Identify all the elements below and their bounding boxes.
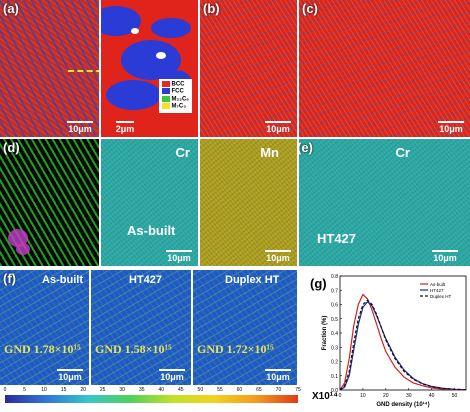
panel-f-label: (f) xyxy=(3,271,16,286)
panel-g-label: (g) xyxy=(310,276,327,291)
colorbar-tick-label: 0 xyxy=(3,387,7,393)
inset-scale-bar: 2μm xyxy=(113,121,137,134)
colorbar-tick-label: 45 xyxy=(178,387,184,393)
colorbar-ticks: 0 5 10 15 20 25 30 35 40 45 50 55 60 65 70 75 xyxy=(0,387,301,395)
legend-swatch-m7c3 xyxy=(161,103,170,110)
panel-d-label: (d) xyxy=(3,140,20,155)
f3-title: Duplex HT xyxy=(225,274,280,286)
f2-title: HT427 xyxy=(129,274,163,286)
colorbar-tick-label: 35 xyxy=(138,387,145,393)
y-tick-label: 0.5 xyxy=(331,317,338,323)
series-line-duplex-ht xyxy=(339,299,467,391)
colorbar-tick-label: 10 xyxy=(41,387,47,393)
colorbar-tick-label: 5 xyxy=(23,387,26,393)
panel-a-phase-map: (a) 10μm xyxy=(0,0,99,137)
panel-d-mn-map: Mn 10μm xyxy=(200,139,297,266)
colorbar-tick-label: 20 xyxy=(80,387,86,393)
panel-d-cr-scale-bar: 10μm xyxy=(164,250,194,263)
y-tick-label: 0.8 xyxy=(331,274,338,280)
f3-scale-bar: 10μm xyxy=(263,369,293,382)
panel-c-scale-bar: 10μm xyxy=(436,121,466,134)
y-tick-label: 0.1 xyxy=(331,374,338,380)
f2-scale-bar: 10μm xyxy=(157,369,187,382)
panel-e-label: (e) xyxy=(299,140,313,155)
legend-entry: As-built xyxy=(430,282,446,287)
colorbar-tick-label: 50 xyxy=(197,387,204,393)
x-tick-label: 40 xyxy=(429,393,435,399)
y-tick-label: 0.4 xyxy=(331,331,338,337)
legend-swatch-bcc xyxy=(161,80,170,87)
panel-b-scale-bar: 10μm xyxy=(263,121,293,134)
colorbar-unit: X10¹⁴ xyxy=(312,391,339,402)
x-tick-label: 30 xyxy=(406,393,412,399)
y-tick-label: 0.0 xyxy=(331,388,338,394)
panel-f3-gnd-map: Duplex HT GND 1.72×10¹⁵ 10μm xyxy=(193,270,297,385)
legend-swatch-m23c6 xyxy=(161,95,170,102)
colorbar-tick-label: 55 xyxy=(217,387,223,393)
panel-b-label: (b) xyxy=(203,1,220,16)
panel-d-phase-map: (d) xyxy=(0,139,99,266)
y-axis-label: Fraction (%) xyxy=(322,316,328,351)
panel-d-cr-map: Cr As-built 10μm xyxy=(101,139,198,266)
panel-a-label: (a) xyxy=(3,1,19,16)
f1-scale-bar: 10μm xyxy=(55,369,85,382)
e-cr-element-label: Cr xyxy=(395,145,410,160)
legend-entry: HT427 xyxy=(430,288,444,293)
panel-f2-gnd-map: HT427 GND 1.58×10¹⁵ 10μm xyxy=(91,270,191,385)
x-tick-label: 50 xyxy=(452,393,458,399)
x-axis-label: GND density (10¹⁴) xyxy=(376,401,429,408)
colorbar-tick-label: 15 xyxy=(60,387,67,393)
y-tick-label: 0.3 xyxy=(331,345,338,351)
panel-c-label: (c) xyxy=(302,1,318,16)
mn-element-label: Mn xyxy=(260,145,279,160)
panel-e-scale-bar: 10μm xyxy=(430,250,460,263)
colorbar-tick-label: 25 xyxy=(99,387,106,393)
y-tick-label: 0.2 xyxy=(331,360,338,366)
x-tick-label: 20 xyxy=(383,393,389,399)
y-tick-label: 0.7 xyxy=(331,288,338,294)
as-built-caption: As-built xyxy=(127,223,176,238)
f3-gnd-value: GND 1.72×10¹⁵ xyxy=(197,342,274,356)
colorbar-tick-label: 60 xyxy=(236,387,243,393)
x-tick-label: 10 xyxy=(360,393,366,399)
panel-e-cr-map: (e) Cr HT427 10μm xyxy=(299,139,470,266)
phase-legend: BCC FCC M₂₃C₆ M₇C₃ xyxy=(158,78,192,113)
ht427-caption: HT427 xyxy=(317,231,357,246)
colorbar-tick-label: 75 xyxy=(295,387,301,393)
panel-d-mn-scale-bar: 10μm xyxy=(263,250,293,263)
f1-title: As-built xyxy=(42,274,83,286)
panel-b-phase-map: (b) 10μm xyxy=(200,0,297,137)
colorbar-tick-label: 65 xyxy=(256,387,262,393)
colorbar-tick-label: 30 xyxy=(119,387,125,393)
series-line-as-built xyxy=(339,293,467,391)
panel-a-inset-map: BCC FCC M₂₃C₆ M₇C₃ 2μm xyxy=(101,0,198,137)
inset-indicator-arrow xyxy=(68,70,99,72)
colorbar-tick-label: 40 xyxy=(158,387,165,393)
panel-a-scale-bar: 10μm xyxy=(65,121,95,134)
x-tick-label: 0 xyxy=(339,393,342,399)
legend-entry: Duplex HT xyxy=(430,294,452,299)
panel-c-phase-map: (c) 10μm xyxy=(299,0,470,137)
f1-gnd-value: GND 1.78×10¹⁵ xyxy=(4,342,81,356)
colorbar-tick-label: 70 xyxy=(275,387,282,393)
panel-g-gnd-distribution-chart: (g) 0.0 0.1 0.2 0.3 0.4 0.5 0.6 0.7 0.8 0 10 20 30 40… xyxy=(310,274,467,408)
legend-swatch-fcc xyxy=(161,88,170,95)
cr-element-label: Cr xyxy=(175,145,190,160)
panel-f1-gnd-map: (f) As-built GND 1.78×10¹⁵ 10μm xyxy=(0,270,89,385)
f2-gnd-value: GND 1.58×10¹⁵ xyxy=(95,342,172,356)
gnd-colorbar xyxy=(5,395,298,403)
y-tick-label: 0.6 xyxy=(331,303,338,309)
